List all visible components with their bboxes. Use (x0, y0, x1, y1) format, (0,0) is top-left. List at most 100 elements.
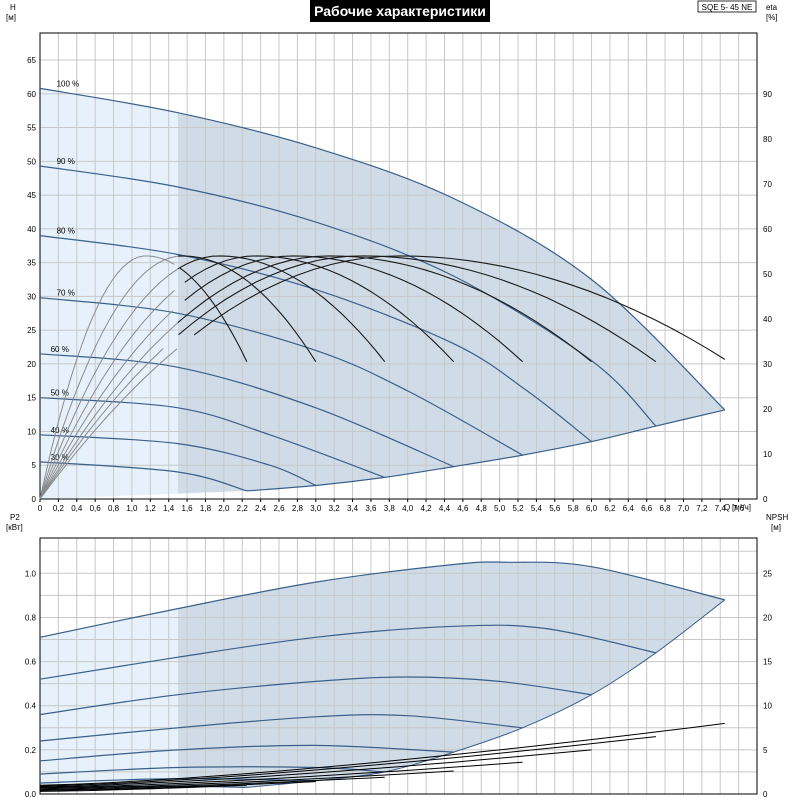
x-tick-label: 2,6 (273, 504, 285, 513)
y-right-tick-label: 10 (763, 450, 772, 459)
y-tick-label: 15 (27, 394, 36, 403)
x-tick-label: 7,0 (678, 504, 690, 513)
y-left-unit-bottom: [кВт] (6, 523, 23, 532)
npsh-curve (39, 761, 523, 789)
speed-label: 50 % (51, 389, 69, 398)
y-right-tick-label: 20 (763, 405, 772, 414)
speed-label: 100 % (57, 79, 80, 88)
speed-label: 40 % (51, 426, 69, 435)
head-curve (39, 165, 657, 427)
y-tick-label: 5 (32, 461, 37, 470)
x-tick-label: 5,8 (568, 504, 580, 513)
y-tick-label: 55 (27, 124, 36, 133)
x-tick-label: 1,6 (182, 504, 194, 513)
speed-label: 60 % (51, 345, 69, 354)
efficiency-curve (179, 267, 248, 362)
y-right-tick-label: 50 (763, 270, 772, 279)
y-tick-label: 0.0 (25, 790, 37, 799)
title-box (310, 0, 490, 22)
efficiency-curve-light (39, 268, 179, 500)
efficiency-curve (177, 255, 592, 363)
y-tick-label: 40 (27, 225, 36, 234)
y-right-unit-bottom: [м] (771, 523, 781, 532)
speed-label: 70 % (57, 289, 75, 298)
x-tick-label: 5,4 (531, 504, 543, 513)
y-tick-label: 30 (27, 292, 36, 301)
x-tick-label: 5,2 (512, 504, 524, 513)
top-frame (39, 32, 758, 500)
y-right-label-top: eta (766, 3, 778, 12)
head-curve (39, 235, 592, 443)
power-curve (39, 714, 523, 742)
y-tick-label: 50 (27, 157, 36, 166)
y-right-tick-label: 5 (763, 746, 768, 755)
x-tick-label: 5,0 (494, 504, 506, 513)
efficiency-curve (184, 255, 455, 363)
y-tick-label: 25 (27, 326, 36, 335)
y-tick-label: 0.2 (25, 746, 37, 755)
y-tick-label: 0.6 (25, 658, 37, 667)
x-tick-label: 3,0 (310, 504, 322, 513)
head-curve (39, 397, 385, 478)
x-tick-label: 2,2 (237, 504, 249, 513)
x-tick-label: 7,2 (696, 504, 708, 513)
x-tick-label: 1,2 (145, 504, 157, 513)
x-tick-label: 4,6 (457, 504, 469, 513)
x-tick-label: 2,0 (218, 504, 230, 513)
x-tick-label: 0 (38, 504, 43, 513)
power-curve (39, 624, 657, 680)
efficiency-curve-light (39, 348, 178, 500)
power-curve (39, 766, 385, 775)
x-tick-label: 0,6 (90, 504, 102, 513)
x-tick-label: 1,8 (200, 504, 212, 513)
speed-label: 80 % (57, 227, 75, 236)
y-right-tick-label: 25 (763, 569, 772, 578)
npsh-curve (39, 722, 725, 786)
power-curve (39, 561, 725, 638)
npsh-curve (39, 784, 247, 792)
x-tick-label: 1,0 (126, 504, 138, 513)
y-tick-label: 0 (32, 495, 37, 504)
y-tick-label: 1.0 (25, 569, 37, 578)
y-tick-label: 0.4 (25, 702, 37, 711)
x-tick-label: 3,4 (347, 504, 359, 513)
y-tick-label: 10 (27, 427, 36, 436)
efficiency-curve-light (39, 290, 175, 500)
x-tick-label: 3,6 (365, 504, 377, 513)
bottom-frame (39, 537, 758, 795)
chart-title: Рабочие характеристики (314, 3, 486, 19)
y-right-tick-label: 0 (763, 495, 768, 504)
y-left-unit-top: [м] (6, 13, 16, 22)
y-left-label-top: H (10, 3, 16, 12)
power-curve (39, 744, 454, 762)
npsh-curve (39, 776, 385, 791)
x-tick-label: 2,8 (292, 504, 304, 513)
y-tick-label: 0.8 (25, 613, 37, 622)
x-tick-label: 6,2 (604, 504, 616, 513)
x-tick-label: 0,2 (53, 504, 65, 513)
y-right-tick-label: 40 (763, 315, 772, 324)
power-curve (39, 676, 592, 716)
x-tick-label: 7,4 (715, 504, 727, 513)
y-tick-label: 65 (27, 56, 36, 65)
x-tick-label: 6,8 (660, 504, 672, 513)
x-tick-label: 0,4 (71, 504, 83, 513)
y-right-unit-top: [%] (766, 13, 778, 22)
x-tick-label: 4,8 (476, 504, 488, 513)
region-light-top (40, 88, 178, 499)
y-right-label-bottom: NPSH (766, 513, 788, 522)
y-left-label-bottom: P2 (10, 513, 20, 522)
head-curve (39, 297, 523, 456)
y-right-tick-label: 0 (763, 790, 768, 799)
x-tick-label: 7,6 (733, 504, 745, 513)
efficiency-curve (178, 255, 657, 363)
y-right-tick-label: 60 (763, 225, 772, 234)
x-tick-label: 0,8 (108, 504, 120, 513)
model-label: SQE 5- 45 NE (702, 3, 753, 12)
efficiency-curve-light (39, 310, 174, 500)
efficiency-curve (184, 255, 523, 363)
y-tick-label: 60 (27, 90, 36, 99)
efficiency-curve (177, 255, 317, 362)
npsh-curve (39, 781, 316, 791)
